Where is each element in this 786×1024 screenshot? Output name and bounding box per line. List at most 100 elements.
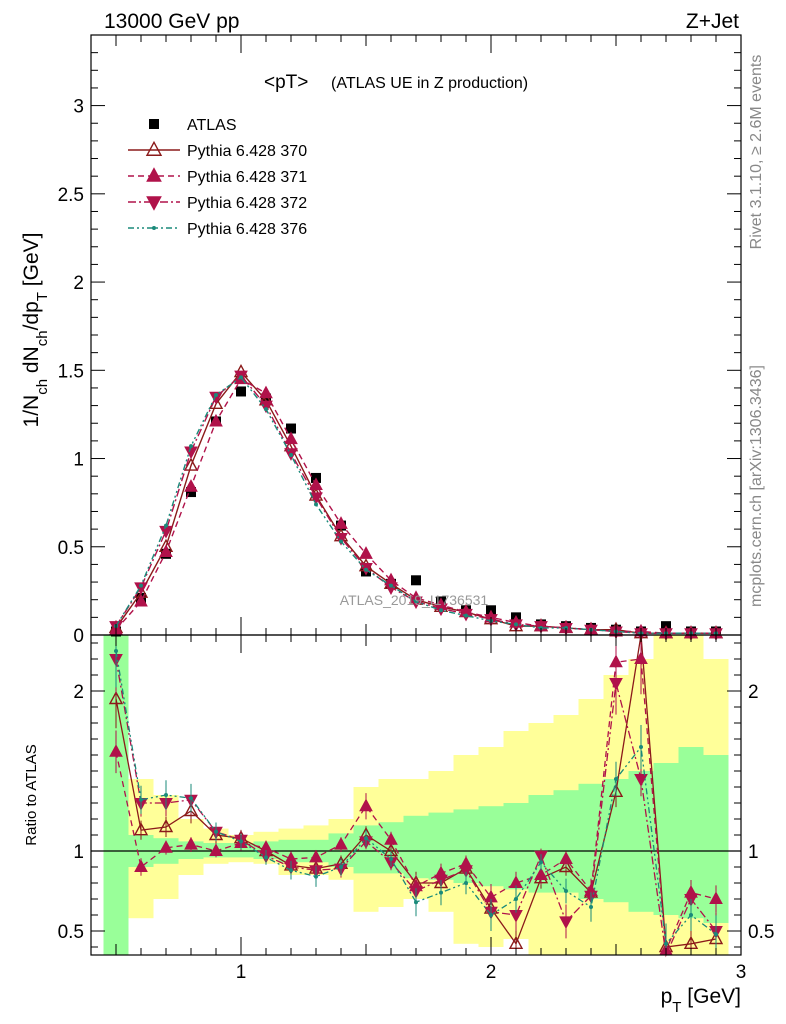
data-point bbox=[134, 593, 148, 607]
y-tick-label: 3 bbox=[73, 97, 84, 118]
ratio-data-point bbox=[158, 818, 174, 833]
ratio-data-point bbox=[459, 865, 473, 878]
data-point bbox=[236, 386, 246, 397]
ratio-data-point bbox=[133, 822, 149, 836]
ratio-data-point bbox=[289, 868, 293, 873]
x-tick-label: 1 bbox=[236, 962, 247, 983]
analysis-watermark: ATLAS_2019_I1736531 bbox=[340, 592, 489, 608]
ratio-data-point bbox=[414, 900, 418, 905]
data-point bbox=[159, 544, 173, 558]
ratio-y-tick-label: 2 bbox=[73, 682, 84, 703]
ratio-y-tick-label-right: 1 bbox=[748, 842, 759, 863]
ratio-data-point bbox=[159, 840, 173, 853]
data-point bbox=[186, 487, 196, 498]
legend-marker bbox=[152, 226, 156, 230]
data-point bbox=[464, 613, 468, 618]
data-point bbox=[339, 539, 343, 544]
data-point bbox=[414, 599, 418, 604]
data-point bbox=[214, 393, 218, 397]
ratio-data-point bbox=[534, 867, 548, 880]
process-label: Z+Jet bbox=[686, 10, 739, 33]
legend-label: Pythia 6.428 371 bbox=[187, 169, 307, 186]
x-axis-label: pT [GeV] bbox=[661, 985, 741, 1016]
ratio-y-tick-label: 1 bbox=[73, 842, 84, 863]
chart-title: <pT> bbox=[264, 72, 308, 93]
ratio-data-point bbox=[139, 797, 143, 802]
chart-subtitle: (ATLAS UE in Z production) bbox=[331, 75, 528, 92]
ratio-data-point bbox=[608, 783, 624, 797]
data-point bbox=[439, 608, 443, 613]
ratio-data-point bbox=[589, 905, 593, 909]
y-tick-label: 1.5 bbox=[58, 361, 84, 382]
y-tick-label: 0.5 bbox=[58, 538, 84, 559]
data-point bbox=[239, 375, 243, 380]
stat-uncertainty-band bbox=[553, 790, 579, 893]
ratio-data-point bbox=[439, 890, 443, 895]
data-point bbox=[164, 523, 168, 528]
x-tick-label: 3 bbox=[736, 962, 747, 983]
ratio-data-point bbox=[364, 836, 368, 841]
ratio-data-point bbox=[564, 889, 568, 893]
ratio-data-point bbox=[239, 839, 243, 844]
ratio-data-point bbox=[559, 916, 573, 930]
data-point bbox=[309, 492, 323, 506]
ratio-data-point bbox=[109, 744, 123, 757]
ratio-data-point bbox=[314, 874, 318, 879]
legend-label: ATLAS bbox=[187, 117, 237, 134]
ratio-data-point bbox=[384, 832, 398, 845]
ratio-data-point bbox=[614, 777, 618, 781]
data-point bbox=[334, 516, 348, 529]
data-point bbox=[284, 431, 298, 445]
ratio-data-point bbox=[709, 891, 723, 904]
y-tick-label: 1 bbox=[73, 450, 84, 471]
data-point bbox=[183, 457, 199, 471]
ratio-data-point bbox=[514, 897, 518, 901]
data-point bbox=[384, 582, 398, 596]
ratio-data-point bbox=[689, 913, 693, 917]
y-tick-label: 2.5 bbox=[58, 185, 84, 206]
ratio-data-point bbox=[359, 798, 373, 812]
data-point bbox=[411, 575, 421, 586]
ratio-data-point bbox=[339, 865, 343, 869]
data-point bbox=[286, 423, 296, 434]
ratio-data-point bbox=[184, 836, 198, 850]
data-point bbox=[139, 583, 143, 588]
data-point bbox=[289, 453, 293, 457]
y-tick-label: 2 bbox=[73, 273, 84, 294]
mcplots-label: mcplots.cern.ch [arXiv:1306.3436] bbox=[748, 365, 765, 607]
y-tick-label: 0 bbox=[73, 626, 84, 647]
ratio-data-point bbox=[464, 881, 468, 885]
data-point bbox=[564, 625, 568, 630]
legend: ATLAS Pythia 6.428 370 Pythia 6.428 371 Pyt… bbox=[128, 117, 307, 238]
data-point bbox=[359, 546, 373, 559]
ratio-data-point bbox=[559, 851, 573, 864]
legend-marker bbox=[145, 140, 163, 156]
y-axis-label-main: 1/Nch dNch/dpT [GeV] bbox=[20, 233, 51, 428]
data-point bbox=[259, 400, 273, 414]
legend-label: Pythia 6.428 376 bbox=[187, 221, 307, 238]
ratio-data-point bbox=[114, 649, 118, 653]
ratio-data-point bbox=[389, 857, 393, 861]
data-point bbox=[189, 444, 193, 449]
y-axis-label-ratio: Ratio to ATLAS bbox=[23, 744, 40, 845]
ratio-data-point bbox=[189, 796, 193, 801]
data-point bbox=[184, 479, 198, 492]
ratio-data-point bbox=[334, 836, 348, 850]
series-3 bbox=[109, 370, 723, 641]
data-point bbox=[514, 622, 518, 627]
data-point bbox=[209, 391, 223, 405]
legend-label: Pythia 6.428 370 bbox=[187, 143, 307, 160]
data-point bbox=[364, 567, 368, 572]
ratio-data-point bbox=[264, 855, 268, 860]
ratio-data-point bbox=[609, 678, 623, 691]
legend-label: Pythia 6.428 372 bbox=[187, 195, 307, 212]
ratio-data-point bbox=[183, 802, 199, 817]
stat-uncertainty-band bbox=[478, 806, 504, 887]
ratio-data-point bbox=[634, 774, 648, 787]
stat-uncertainty-band bbox=[403, 815, 429, 879]
data-point bbox=[264, 407, 268, 412]
ratio-series-3 bbox=[114, 635, 718, 955]
ratio-y-tick-label-right: 2 bbox=[748, 682, 759, 703]
x-tick-label: 2 bbox=[486, 962, 497, 983]
ratio-data-point bbox=[664, 941, 668, 946]
